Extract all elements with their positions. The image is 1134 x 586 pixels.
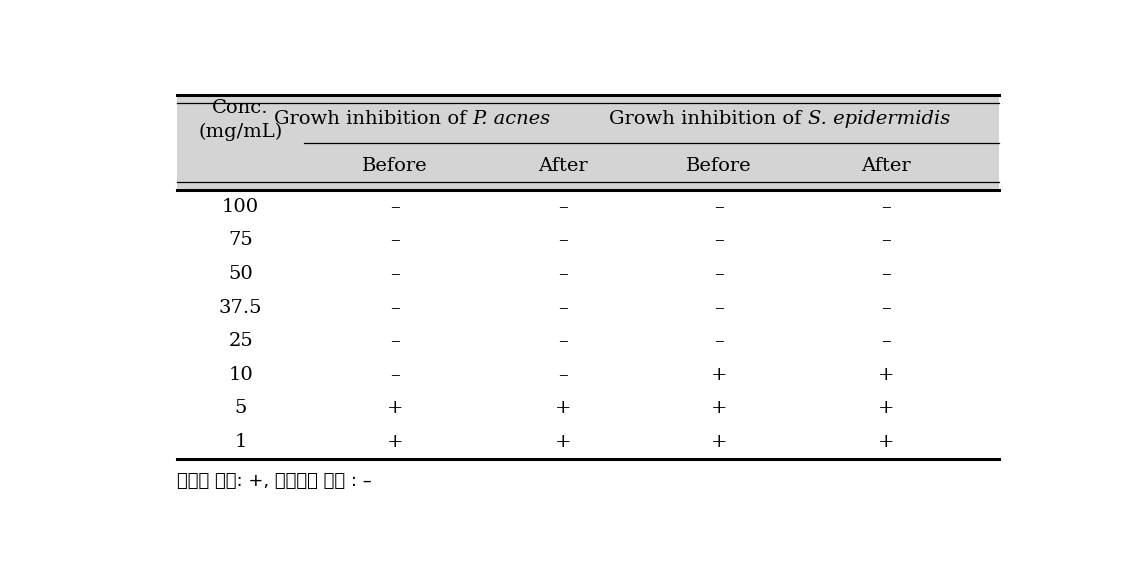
Text: –: – [558, 197, 568, 216]
Text: 100: 100 [222, 197, 260, 216]
Text: 5: 5 [235, 400, 247, 417]
Text: –: – [558, 298, 568, 316]
Text: –: – [714, 231, 725, 249]
Text: –: – [390, 298, 399, 316]
Text: 75: 75 [228, 231, 253, 249]
Text: Growh inhibition of: Growh inhibition of [609, 110, 807, 128]
Text: +: + [555, 400, 572, 417]
Text: –: – [714, 332, 725, 350]
Text: –: – [390, 197, 399, 216]
Text: –: – [881, 332, 890, 350]
Text: –: – [390, 231, 399, 249]
Text: Before: Before [362, 157, 428, 175]
Text: (mg/mL): (mg/mL) [198, 122, 282, 141]
Text: +: + [711, 433, 728, 451]
Text: –: – [558, 332, 568, 350]
Text: 25: 25 [228, 332, 253, 350]
Text: 1: 1 [235, 433, 247, 451]
Text: –: – [558, 265, 568, 283]
Text: +: + [878, 400, 894, 417]
Text: +: + [387, 400, 403, 417]
Text: Before: Before [686, 157, 752, 175]
Text: After: After [539, 157, 587, 175]
Text: Growh inhibition of: Growh inhibition of [274, 110, 473, 128]
Text: –: – [881, 298, 890, 316]
Text: –: – [558, 231, 568, 249]
Text: –: – [714, 265, 725, 283]
Text: –: – [390, 265, 399, 283]
Text: +: + [878, 366, 894, 384]
Text: After: After [861, 157, 911, 175]
Text: S. epidermidis: S. epidermidis [807, 110, 950, 128]
Text: +: + [711, 366, 728, 384]
Text: P. acnes: P. acnes [473, 110, 551, 128]
Text: –: – [390, 366, 399, 384]
Text: –: – [881, 265, 890, 283]
Text: 50: 50 [228, 265, 253, 283]
Text: –: – [881, 231, 890, 249]
Text: +: + [387, 433, 403, 451]
Text: +: + [711, 400, 728, 417]
Text: –: – [881, 197, 890, 216]
Text: 10: 10 [228, 366, 253, 384]
Text: –: – [714, 298, 725, 316]
Text: –: – [390, 332, 399, 350]
Text: 미생물 생장: +, 생장하지 않음 : –: 미생물 생장: +, 생장하지 않음 : – [177, 472, 372, 490]
Text: +: + [555, 433, 572, 451]
Text: 37.5: 37.5 [219, 298, 262, 316]
Text: Conc.: Conc. [212, 98, 269, 117]
Bar [177, 95, 999, 190]
Text: –: – [714, 197, 725, 216]
Text: –: – [558, 366, 568, 384]
Text: +: + [878, 433, 894, 451]
